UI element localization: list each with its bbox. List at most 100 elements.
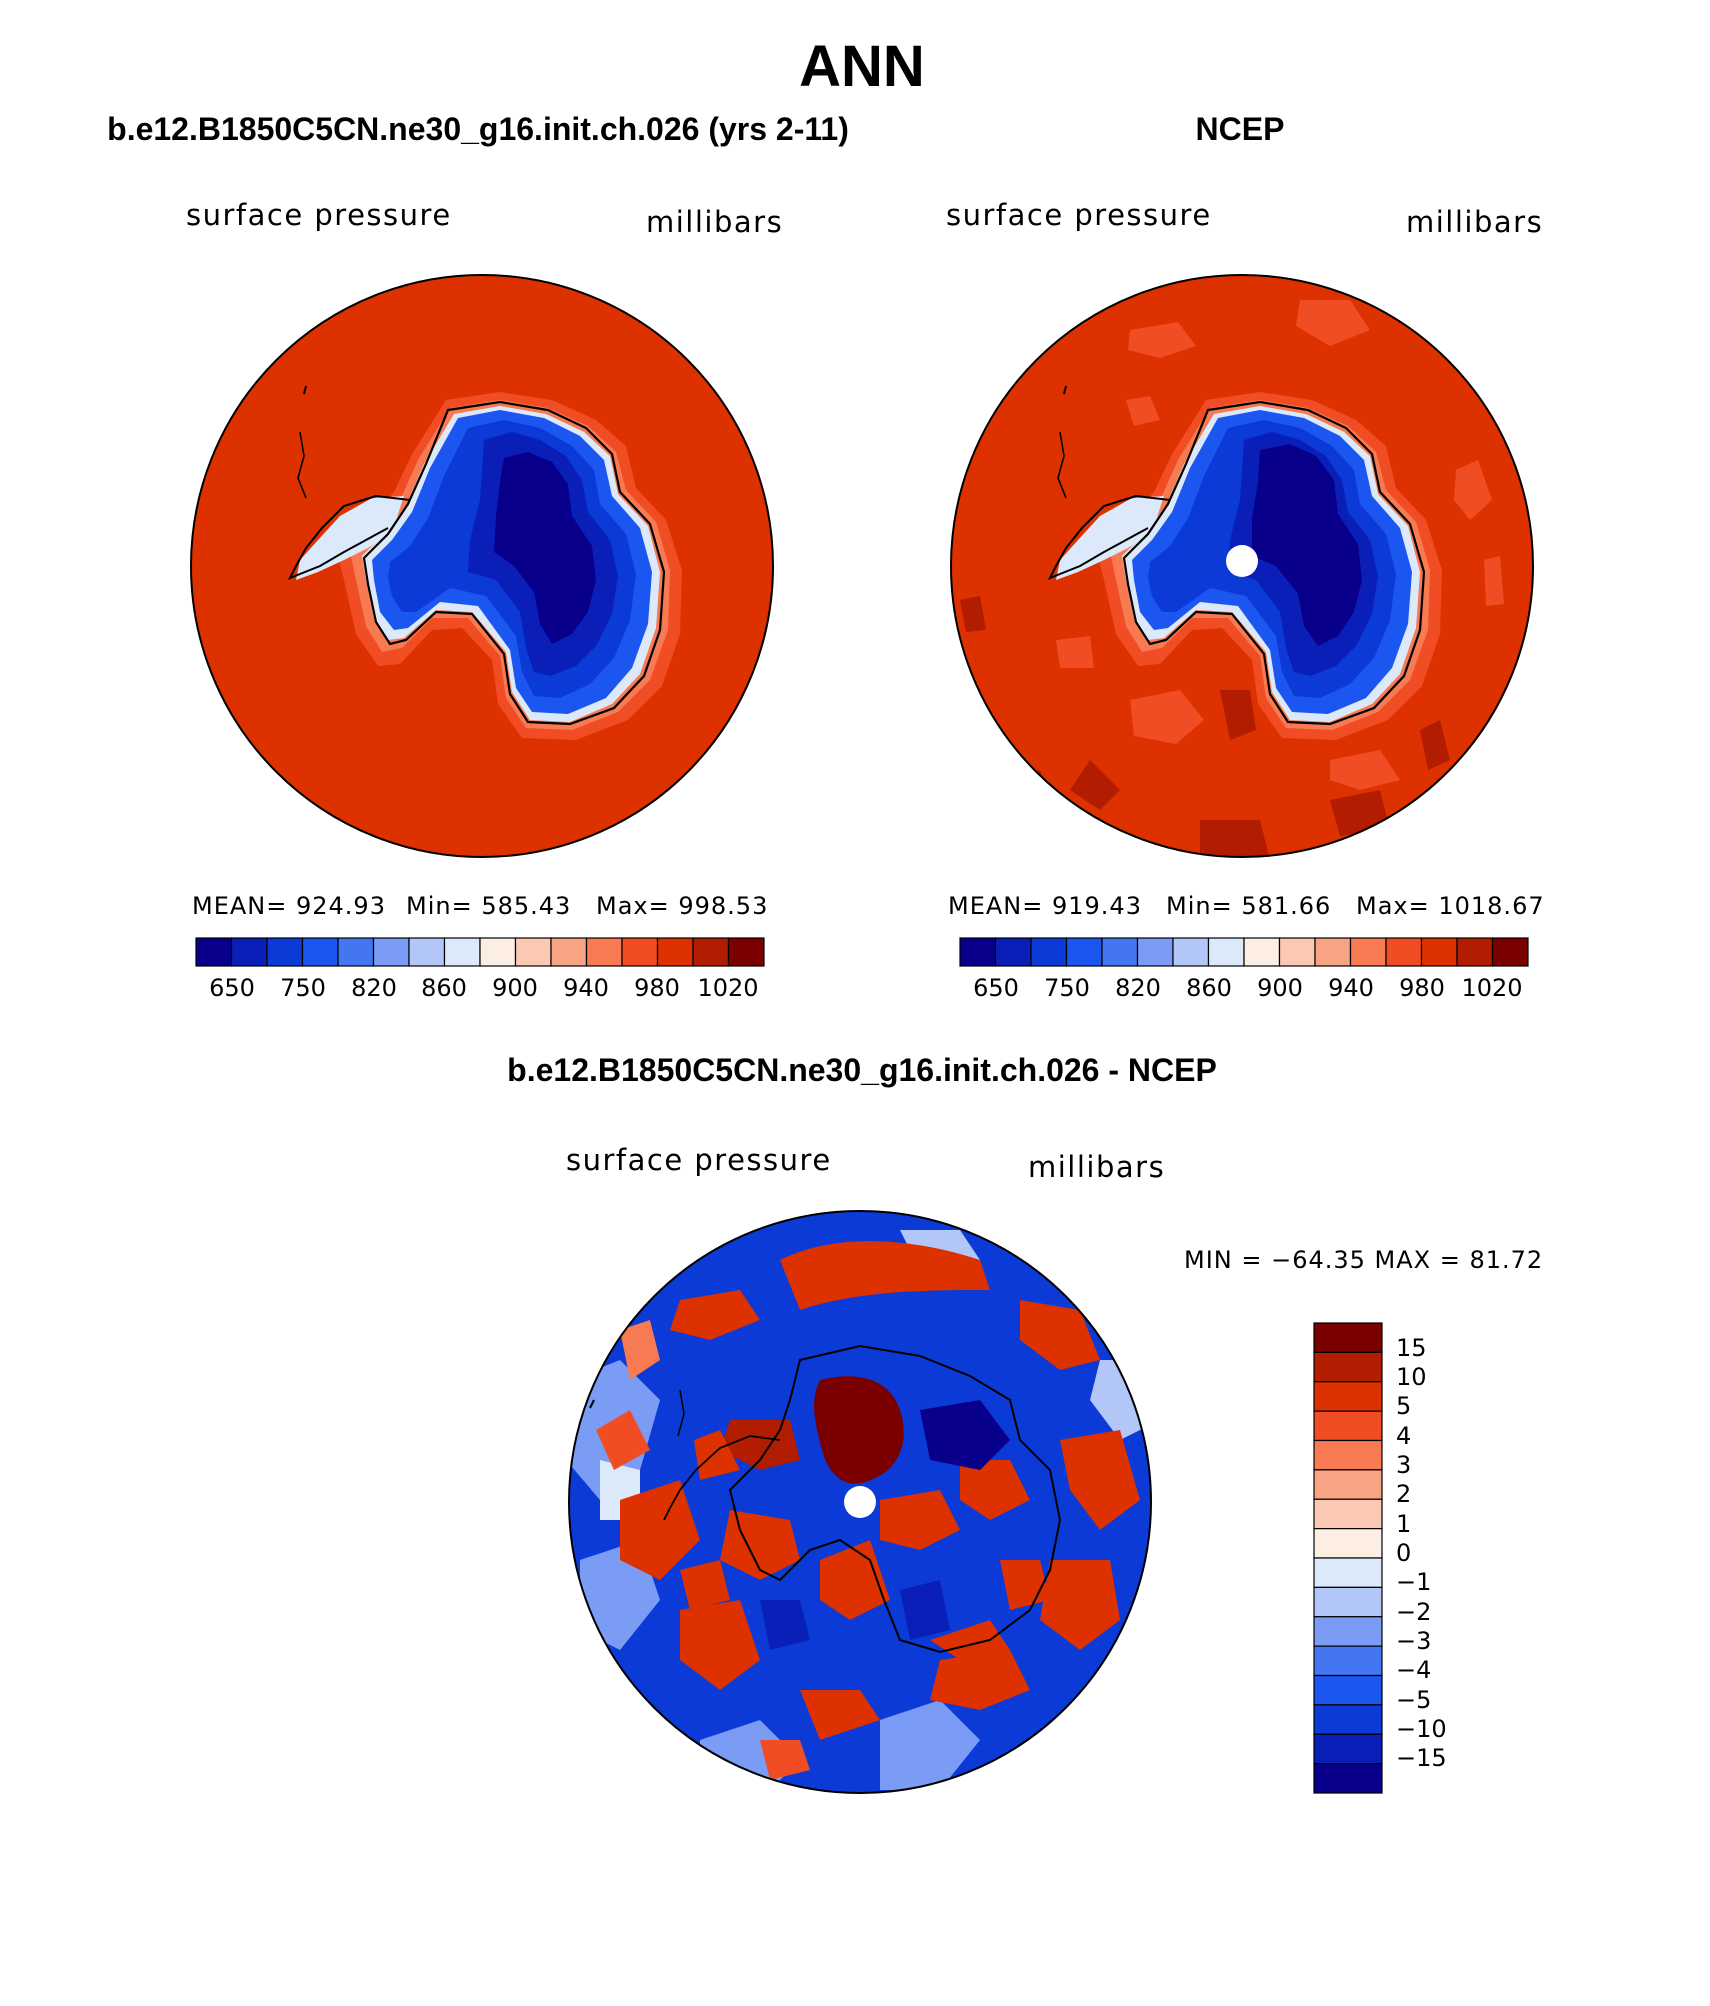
panel-model-tick: 860 [421, 974, 467, 1002]
panel-model-tick: 820 [351, 974, 397, 1002]
colorbar-swatch [1313, 1498, 1383, 1530]
colorbar-swatch [1313, 1586, 1383, 1618]
panel-difference-tick: −4 [1396, 1656, 1431, 1684]
colorbar-swatch [1172, 937, 1210, 967]
colorbar-swatch [1313, 1733, 1383, 1765]
panel-ncep-variable-label: surface pressure [946, 198, 1212, 232]
panel-difference-tick: −5 [1396, 1686, 1431, 1714]
panel-ncep: NCEP surface pressure millibars [946, 111, 1545, 1002]
panel-difference-tick: 2 [1396, 1480, 1411, 1508]
panel-difference-variable-label: surface pressure [566, 1143, 832, 1177]
panel-difference-tick: 4 [1396, 1422, 1411, 1450]
colorbar-swatch [692, 937, 730, 967]
panel-ncep-colorbar-ticks: 650 750 820 860 900 940 980 1020 [973, 974, 1522, 1002]
colorbar-swatch [1313, 1528, 1383, 1559]
panel-model-tick: 650 [209, 974, 255, 1002]
panel-model-colorbar [195, 937, 765, 967]
colorbar-swatch [408, 937, 446, 967]
colorbar-swatch [621, 937, 659, 967]
panel-ncep-min: Min= 581.66 [1166, 892, 1331, 920]
colorbar-swatch [994, 937, 1032, 967]
panel-difference-map [569, 1211, 1151, 1793]
panel-difference-tick: −3 [1396, 1627, 1431, 1655]
panel-difference-minmax: MIN = −64.35 MAX = 81.72 [1184, 1246, 1543, 1274]
colorbar-swatch [1491, 937, 1529, 967]
panel-ncep-max: Max= 1018.67 [1356, 892, 1545, 920]
panel-model-tick: 750 [280, 974, 326, 1002]
panel-model-max: Max= 998.53 [596, 892, 768, 920]
colorbar-swatch [1243, 937, 1281, 967]
colorbar-swatch [959, 937, 997, 967]
colorbar-swatch [301, 937, 339, 967]
panel-model-colorbar-ticks: 650 750 820 860 900 940 980 1020 [209, 974, 758, 1002]
colorbar-swatch [1030, 937, 1068, 967]
colorbar-swatch [1313, 1674, 1383, 1706]
panel-difference-tick: −10 [1396, 1715, 1447, 1743]
colorbar-swatch [266, 937, 304, 967]
panel-ncep-mean: MEAN= 919.43 [948, 892, 1142, 920]
colorbar-swatch [550, 937, 588, 967]
panel-difference-map-frame [568, 1210, 1152, 1794]
colorbar-swatch [1313, 1616, 1383, 1647]
panel-ncep-map [951, 275, 1533, 857]
colorbar-swatch [1313, 1410, 1383, 1442]
colorbar-swatch [1313, 1351, 1383, 1383]
colorbar-swatch [479, 937, 517, 967]
colorbar-swatch [1136, 937, 1174, 967]
panel-ncep-tick: 860 [1186, 974, 1232, 1002]
panel-model-variable-label: surface pressure [186, 198, 452, 232]
panel-ncep-tick: 1020 [1461, 974, 1522, 1002]
panel-ncep-tick: 750 [1044, 974, 1090, 1002]
colorbar-swatch [443, 937, 481, 967]
panel-difference-units-label: millibars [1028, 1150, 1165, 1184]
colorbar-swatch [727, 937, 765, 967]
panel-model-min: Min= 585.43 [406, 892, 571, 920]
panel-model-tick: 940 [563, 974, 609, 1002]
colorbar-swatch [1313, 1439, 1383, 1471]
colorbar-swatch [1313, 1469, 1383, 1500]
colorbar-swatch [1349, 937, 1387, 967]
colorbar-swatch [1313, 1763, 1383, 1794]
panel-model: b.e12.B1850C5CN.ne30_g16.init.ch.026 (yr… [107, 111, 849, 1002]
panel-difference-tick: 15 [1396, 1334, 1427, 1362]
panel-difference-tick: −1 [1396, 1568, 1431, 1596]
colorbar-swatch [1456, 937, 1494, 967]
panel-difference-tick: −2 [1396, 1598, 1431, 1626]
colorbar-swatch [1313, 1645, 1383, 1677]
panel-ncep-tick: 980 [1399, 974, 1445, 1002]
colorbar-swatch [1420, 937, 1458, 967]
colorbar-swatch [1313, 1322, 1383, 1353]
panel-ncep-tick: 940 [1328, 974, 1374, 1002]
panel-ncep-tick: 820 [1115, 974, 1161, 1002]
colorbar-swatch [195, 937, 233, 967]
panel-ncep-map-frame [950, 274, 1534, 858]
panel-difference-title: b.e12.B1850C5CN.ne30_g16.init.ch.026 - N… [507, 1052, 1217, 1088]
panel-ncep-units-label: millibars [1406, 205, 1543, 239]
panel-ncep-colorbar [959, 937, 1529, 967]
colorbar-swatch [1065, 937, 1103, 967]
colorbar-swatch [585, 937, 623, 967]
panel-difference-tick: 0 [1396, 1539, 1411, 1567]
panel-model-map-frame [190, 274, 774, 858]
colorbar-swatch [372, 937, 410, 967]
colorbar-swatch [514, 937, 552, 967]
colorbar-swatch [1385, 937, 1423, 967]
panel-difference-colorbar-ticks: 15 10 5 4 3 2 1 0 −1 −2 −3 −4 −5 −10 −15 [1396, 1334, 1447, 1772]
colorbar-swatch [230, 937, 268, 967]
panel-difference: b.e12.B1850C5CN.ne30_g16.init.ch.026 - N… [507, 1052, 1543, 1794]
panel-difference-tick: −15 [1396, 1744, 1447, 1772]
colorbar-swatch [1314, 937, 1352, 967]
panel-model-tick: 1020 [697, 974, 758, 1002]
colorbar-swatch [1313, 1381, 1383, 1412]
panel-difference-tick: 10 [1396, 1363, 1427, 1391]
colorbar-swatch [1207, 937, 1245, 967]
panel-model-units-label: millibars [646, 205, 783, 239]
figure-title: ANN [799, 34, 925, 99]
colorbar-swatch [656, 937, 694, 967]
colorbar-swatch [1278, 937, 1316, 967]
panel-model-tick: 980 [634, 974, 680, 1002]
colorbar-swatch [1313, 1557, 1383, 1588]
panel-model-title: b.e12.B1850C5CN.ne30_g16.init.ch.026 (yr… [107, 111, 849, 147]
panel-difference-tick: 3 [1396, 1451, 1411, 1479]
